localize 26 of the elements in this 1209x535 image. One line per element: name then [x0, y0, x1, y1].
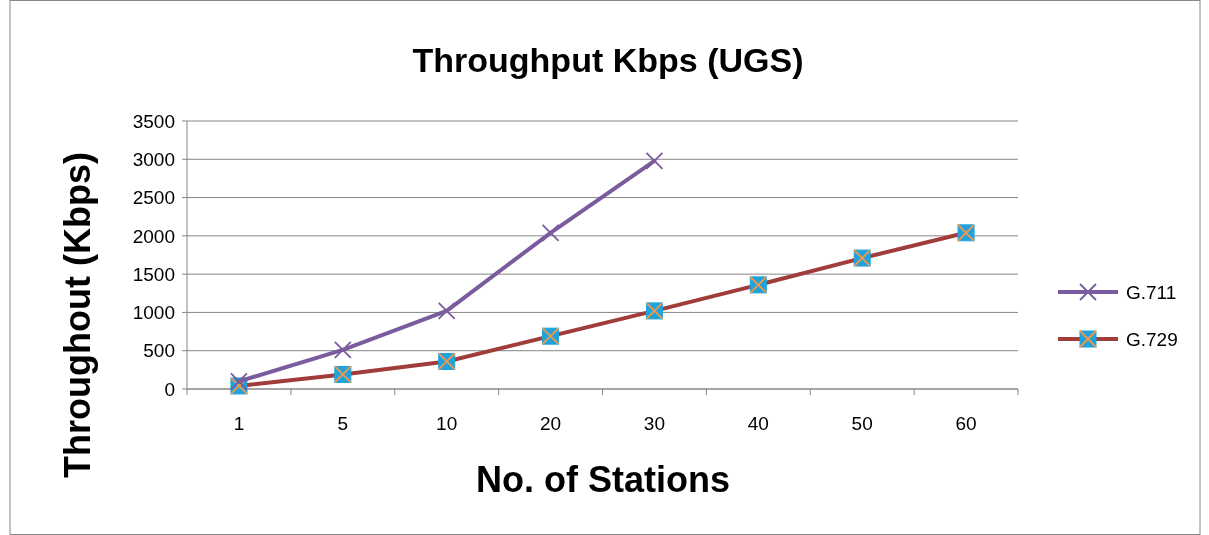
x-tick-label: 40: [747, 413, 769, 434]
x-tick-label: 50: [851, 413, 873, 434]
chart-title: Throughput Kbps (UGS): [412, 41, 804, 79]
y-tick-label: 0: [164, 378, 175, 400]
point: [645, 151, 664, 170]
x-axis-title: No. of Stations: [476, 459, 730, 500]
y-tick-label: 1500: [132, 263, 175, 285]
x-tick-label: 1: [233, 413, 245, 434]
y-axis-title: Throughout (Kbps): [57, 152, 98, 478]
y-tick-label: 2000: [132, 225, 175, 247]
x-tick-label: 20: [539, 413, 562, 434]
y-tick-label: 3000: [132, 148, 175, 170]
y-tick-label: 2500: [132, 187, 175, 209]
y-tick-label: 1000: [132, 302, 175, 324]
x-tick-label: 5: [337, 413, 349, 434]
point: [333, 341, 352, 359]
point: [541, 223, 560, 242]
legend-label: G.729: [1126, 328, 1178, 350]
point: [437, 302, 456, 320]
x-tick-label: 30: [643, 413, 666, 434]
y-tick-label: 3500: [132, 110, 175, 132]
x-tick-label: 10: [436, 413, 458, 434]
point: [230, 372, 248, 391]
legend-label: G.711: [1126, 281, 1177, 303]
y-tick-label: 500: [143, 340, 175, 362]
x-tick-label: 60: [955, 413, 977, 434]
